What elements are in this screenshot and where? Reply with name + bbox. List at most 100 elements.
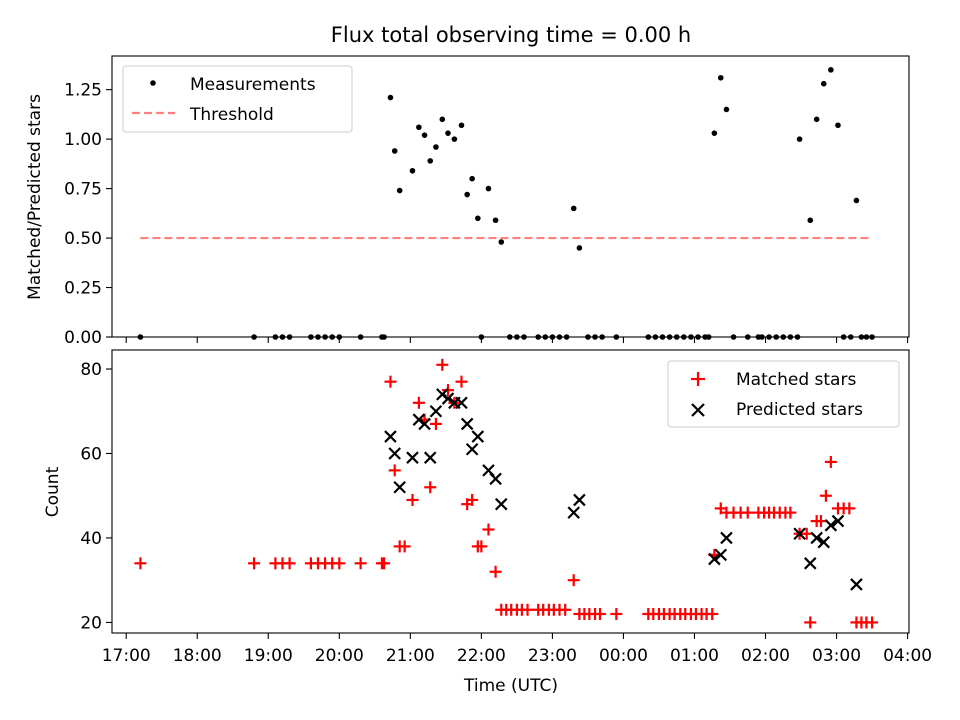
matched-star-point [559, 603, 572, 616]
predicted-star-point [573, 493, 586, 507]
top-legend-frame [122, 65, 353, 133]
matched-star-point [843, 502, 856, 515]
bottom-ytick-label: 60 [80, 444, 102, 464]
matched-star-point [819, 489, 832, 502]
matched-star-point [134, 557, 147, 570]
predicted-star-point [824, 519, 838, 532]
measurement-point [421, 132, 428, 138]
top-y-axis-label: Matched/Predicted stars [25, 94, 45, 300]
matched-star-point [406, 493, 419, 506]
predicted-star-point [465, 442, 479, 456]
matched-star-point [429, 417, 442, 430]
measurement-point [807, 217, 814, 224]
legend-predicted-label: Predicted stars [736, 400, 863, 420]
bottom-x-ticks: 17:00 18:00 19:00 20:00 21:00 22:00 23:00 00:00… [102, 633, 932, 666]
matched-star-point [388, 464, 401, 477]
predicted-star-point [803, 557, 817, 570]
predicted-star-point [429, 404, 443, 418]
top-ytick-label: 0.25 [64, 279, 102, 299]
predicted-star-point [817, 535, 831, 549]
bottom-legend-frame [667, 360, 900, 428]
matched-star-point [866, 616, 879, 629]
matched-star-point [784, 506, 797, 519]
matched-star-point [333, 557, 346, 570]
matched-star-point [455, 375, 468, 388]
top-y-ticks: 0.00 0.25 0.50 0.75 1.00 1.25 [64, 81, 112, 348]
measurement-point [427, 158, 434, 164]
matched-star-point [741, 506, 754, 519]
xtick-label: 21:00 [386, 646, 435, 666]
xtick-label: 17:00 [102, 646, 151, 666]
chart-title: Flux total observing time = 0.00 h [331, 23, 691, 47]
matched-star-point [354, 557, 367, 570]
xtick-label: 19:00 [244, 646, 293, 666]
matched-star-point [248, 557, 261, 570]
predicted-star-point [831, 514, 845, 528]
predicted-star-point [720, 531, 733, 545]
top-panel: 0.00 0.25 0.50 0.75 1.00 1.25 Matched/Predict… [25, 55, 910, 348]
matched-star-point [283, 557, 296, 570]
measurement-point [813, 116, 820, 123]
bottom-panel: 20 40 60 80 17:00 18:00 19:00 20:00 21:00 22:00 2… [43, 349, 932, 696]
predicted-star-point [388, 447, 401, 460]
measurement-point [717, 74, 724, 81]
bottom-ytick-label: 40 [80, 529, 102, 549]
predicted-star-point [489, 472, 502, 486]
matched-star-point [521, 603, 534, 616]
predicted-star-point [418, 417, 431, 431]
xtick-label: 18:00 [173, 646, 222, 666]
top-ytick-label: 0.75 [64, 180, 102, 200]
measurement-point [576, 245, 583, 251]
bottom-ytick-label: 20 [80, 613, 102, 633]
measurement-point [485, 185, 492, 192]
matched-star-point [567, 574, 580, 587]
measurement-point [492, 217, 499, 224]
bottom-axes-frame [111, 349, 910, 634]
matched-star-point [706, 607, 719, 620]
legend-measurements-marker [150, 80, 156, 86]
matched-star-point [594, 607, 607, 620]
measurement-point [853, 197, 860, 204]
measurement-point [409, 167, 416, 174]
measurement-point [820, 80, 827, 87]
bottom-y-ticks: 20 40 60 80 [80, 360, 112, 633]
legend-measurements-label: Measurements [190, 75, 316, 95]
top-axes-frame [111, 55, 910, 338]
measurement-point [570, 205, 577, 212]
legend-matched-label: Matched stars [736, 370, 856, 390]
measurement-point [433, 144, 439, 150]
bottom-ytick-label: 80 [80, 360, 102, 380]
measurement-point [498, 239, 505, 245]
top-ytick-label: 0.00 [64, 328, 102, 348]
matched-star-point [424, 481, 437, 494]
predicted-star-point [850, 578, 863, 591]
matched-star-point [398, 540, 411, 553]
measurement-point [451, 136, 458, 142]
legend-threshold-label: Threshold [189, 105, 274, 125]
matched-star-point [824, 455, 837, 468]
measurement-point [723, 106, 730, 113]
matched-star-point [412, 396, 425, 409]
top-ytick-label: 1.25 [64, 81, 102, 101]
predicted-star-point [455, 396, 468, 410]
matched-star-point [436, 358, 449, 371]
xtick-label: 20:00 [315, 646, 364, 666]
top-ytick-label: 0.50 [64, 229, 102, 249]
top-marks [137, 67, 875, 340]
predicted-star-point [406, 451, 419, 464]
predicted-star-point [714, 548, 728, 562]
bottom-marks [134, 358, 879, 629]
measurement-point [711, 130, 718, 136]
top-ytick-label: 1.00 [64, 130, 102, 150]
measurement-point [828, 67, 834, 73]
xtick-label: 03:00 [812, 646, 861, 666]
measurement-point [387, 94, 394, 101]
xtick-label: 00:00 [599, 646, 648, 666]
matched-star-point [378, 557, 391, 570]
measurement-point [458, 122, 465, 129]
matched-star-point [482, 523, 495, 536]
measurement-point [439, 116, 446, 123]
predicted-star-point [810, 531, 823, 545]
xtick-label: 04:00 [883, 646, 932, 666]
